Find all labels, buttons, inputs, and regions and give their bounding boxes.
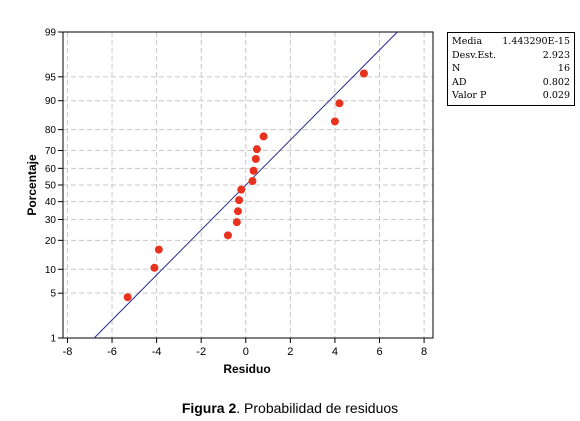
data-point	[359, 69, 368, 78]
data-point	[237, 185, 246, 194]
stat-label: AD	[452, 76, 467, 88]
fit-line-group	[93, 31, 398, 339]
x-tick-label: 2	[287, 346, 293, 358]
y-tick-label: 70	[45, 146, 57, 157]
y-tick-label: 40	[45, 197, 57, 208]
stat-value: 1.443290E-15	[502, 36, 570, 47]
x-tick-label: 4	[332, 346, 338, 358]
x-tick-label: -6	[107, 346, 117, 358]
stat-label: Media	[452, 36, 483, 47]
data-point	[232, 218, 241, 227]
x-tick-label: 6	[376, 346, 382, 358]
stat-value: 0.029	[542, 90, 570, 102]
caption-text: . Probabilidad de residuos	[236, 400, 399, 416]
statistics-box: Media 1.443290E-15 Desv.Est. 2.923 N 16 …	[447, 32, 575, 106]
stat-label: Desv.Est.	[452, 49, 497, 61]
x-tick-label: -2	[196, 346, 206, 358]
y-axis-label: Porcentaje	[25, 154, 39, 216]
caption-bold: Figura 2	[181, 400, 237, 416]
stat-row-ad: AD 0.802	[452, 76, 570, 90]
x-tick-label: -4	[152, 346, 162, 358]
data-points	[123, 69, 368, 302]
y-ticks: 1 5 10 20 30 40 50 60 70 80 90 95 99	[45, 28, 63, 345]
data-point	[235, 196, 244, 205]
y-tick-label: 20	[45, 236, 57, 247]
x-tick-label: -8	[63, 346, 73, 358]
data-point	[330, 117, 339, 126]
data-point	[123, 293, 132, 302]
y-tick-label: 95	[45, 72, 57, 83]
stat-row-n: N 16	[452, 62, 570, 76]
data-point	[259, 132, 268, 141]
x-tick-label: 8	[421, 346, 427, 358]
stat-label: Valor P	[452, 90, 487, 102]
y-tick-label: 99	[45, 28, 57, 39]
y-tick-label: 60	[45, 164, 57, 175]
data-point	[233, 207, 242, 216]
stat-row-valor-p: Valor P 0.029	[452, 89, 570, 103]
data-point	[251, 154, 260, 163]
data-point	[154, 245, 163, 254]
y-tick-label: 1	[50, 334, 56, 345]
y-tick-label: 90	[45, 96, 57, 107]
stat-row-media: Media 1.443290E-15	[452, 35, 570, 49]
grid	[63, 31, 433, 339]
y-tick-label: 5	[50, 289, 56, 300]
figure-caption: Figura 2. Probabilidad de residuos	[0, 400, 580, 416]
y-tick-label: 80	[45, 125, 57, 136]
y-tick-label: 30	[45, 215, 57, 226]
y-tick-label: 10	[45, 265, 57, 276]
x-ticks: -8 -6 -4 -2 0 2 4 6 8	[63, 338, 427, 358]
data-point	[252, 145, 261, 154]
data-point	[249, 166, 258, 175]
stat-label: N	[452, 63, 461, 75]
data-point	[335, 99, 344, 108]
stat-value: 0.802	[542, 76, 570, 88]
stat-row-desv-est: Desv.Est. 2.923	[452, 49, 570, 63]
stat-value: 16	[557, 63, 570, 75]
y-tick-label: 50	[45, 181, 57, 192]
fit-line	[93, 31, 398, 339]
stat-value: 2.923	[542, 49, 570, 61]
x-axis-label: Residuo	[223, 362, 270, 376]
x-tick-label: 0	[243, 346, 249, 358]
data-point	[150, 263, 159, 272]
data-point	[223, 231, 232, 240]
data-point	[248, 177, 257, 186]
